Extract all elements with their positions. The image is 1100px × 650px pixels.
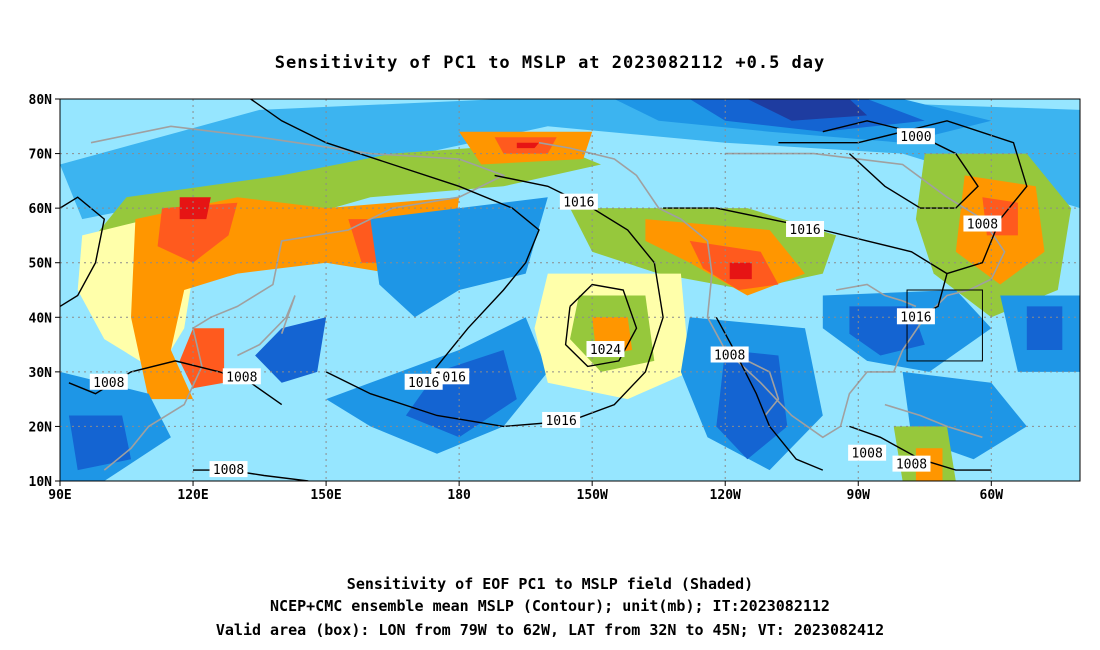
shading-region [370, 197, 548, 318]
shading-region [516, 142, 539, 149]
map-frame [59, 98, 1081, 482]
coastline [237, 295, 296, 357]
coastline [90, 125, 506, 471]
contour-label-bg [404, 373, 443, 390]
lon-tick-label: 120W [710, 488, 741, 503]
contour-label: 1008 [93, 376, 124, 391]
figure-title: Sensitivity of PC1 to MSLP at 2023082112… [275, 53, 826, 73]
caption-line-1: Sensitivity of EOF PC1 to MSLP field (Sh… [347, 575, 753, 593]
lat-tick-label: 80N [29, 93, 53, 108]
mslp-contour [564, 283, 638, 368]
lon-tick-label: 150E [310, 488, 341, 503]
contour-label-bg [89, 373, 128, 390]
coastline [747, 360, 780, 417]
contour-label-bg [896, 308, 935, 325]
sensitivity-shading [60, 99, 1080, 481]
lat-tick-label: 70N [29, 148, 53, 163]
contour-label: 1008 [213, 463, 244, 478]
lat-tick-label: 60N [29, 202, 53, 217]
contour-label-bg [710, 346, 749, 363]
contour-label-bg [559, 193, 598, 210]
contour-label-bg [963, 215, 1002, 232]
contour-label-bg [209, 461, 248, 478]
mslp-contour [822, 120, 979, 209]
lon-tick-label: 90W [847, 488, 871, 503]
shading-region [179, 197, 211, 220]
contour-label-bg [586, 341, 625, 358]
shading-region [1026, 306, 1063, 350]
contour-label: 1016 [408, 376, 439, 391]
contour-label-bg [222, 368, 261, 385]
lat-tick-label: 40N [29, 311, 53, 326]
shading-region [68, 415, 131, 471]
contour-labels: 1000 1008 1016 1016 1016 1024 1008 1016 1016 1008… [89, 128, 1002, 478]
lon-tick-label: 90E [48, 488, 71, 503]
contour-label: 1008 [896, 458, 927, 473]
contour-label: 1016 [900, 310, 931, 325]
contour-label-bg [542, 411, 581, 428]
longitude-axis: 90E 120E 150E 180 150W 120W 90W 60W [48, 481, 1003, 503]
contour-label-bg [892, 455, 931, 472]
contour-label-bg [896, 128, 935, 145]
contour-label-bg [848, 444, 887, 461]
lat-tick-label: 30N [29, 366, 53, 381]
lat-tick-label: 50N [29, 257, 53, 272]
coastline [884, 403, 983, 439]
contour-label: 1008 [851, 447, 882, 462]
valid-area-box [906, 289, 983, 362]
contour-label: 1008 [967, 218, 998, 233]
lat-tick-label: 10N [29, 475, 53, 490]
shading-region [729, 262, 752, 280]
contour-label-bg [786, 220, 825, 237]
map-area [60, 99, 1080, 481]
contour-label: 1016 [545, 414, 576, 429]
lon-tick-label: 60W [980, 488, 1004, 503]
latitude-axis: 80N 70N 60N 50N 40N 30N 20N 10N [29, 93, 60, 490]
caption-line-3: Valid area (box): LON from 79W to 62W, L… [216, 621, 884, 639]
contour-label: 1024 [590, 343, 621, 358]
mslp-contours [60, 99, 1028, 481]
mslp-contour [778, 120, 1028, 275]
lon-tick-label: 180 [447, 488, 471, 503]
lon-tick-label: 150W [577, 488, 608, 503]
lat-tick-label: 20N [29, 420, 53, 435]
contour-label: 1016 [563, 196, 594, 211]
shading-region [405, 350, 517, 438]
contour-label: 1008 [714, 348, 745, 363]
mslp-contour [663, 207, 948, 318]
caption-line-2: NCEP+CMC ensemble mean MSLP (Contour); u… [270, 597, 830, 615]
contour-label: 1000 [900, 130, 931, 145]
shading-region [255, 317, 327, 383]
contour-label: 1008 [226, 370, 257, 385]
mslp-contour [250, 99, 540, 384]
mslp-contour [715, 316, 824, 471]
shading-region [95, 142, 601, 290]
contour-label: 1016 [789, 223, 820, 238]
shading-region [157, 202, 238, 263]
mslp-contour [60, 196, 106, 307]
shading-region [716, 350, 788, 460]
shading-region [747, 99, 868, 121]
lon-tick-label: 120E [177, 488, 208, 503]
shading-region [179, 328, 225, 389]
